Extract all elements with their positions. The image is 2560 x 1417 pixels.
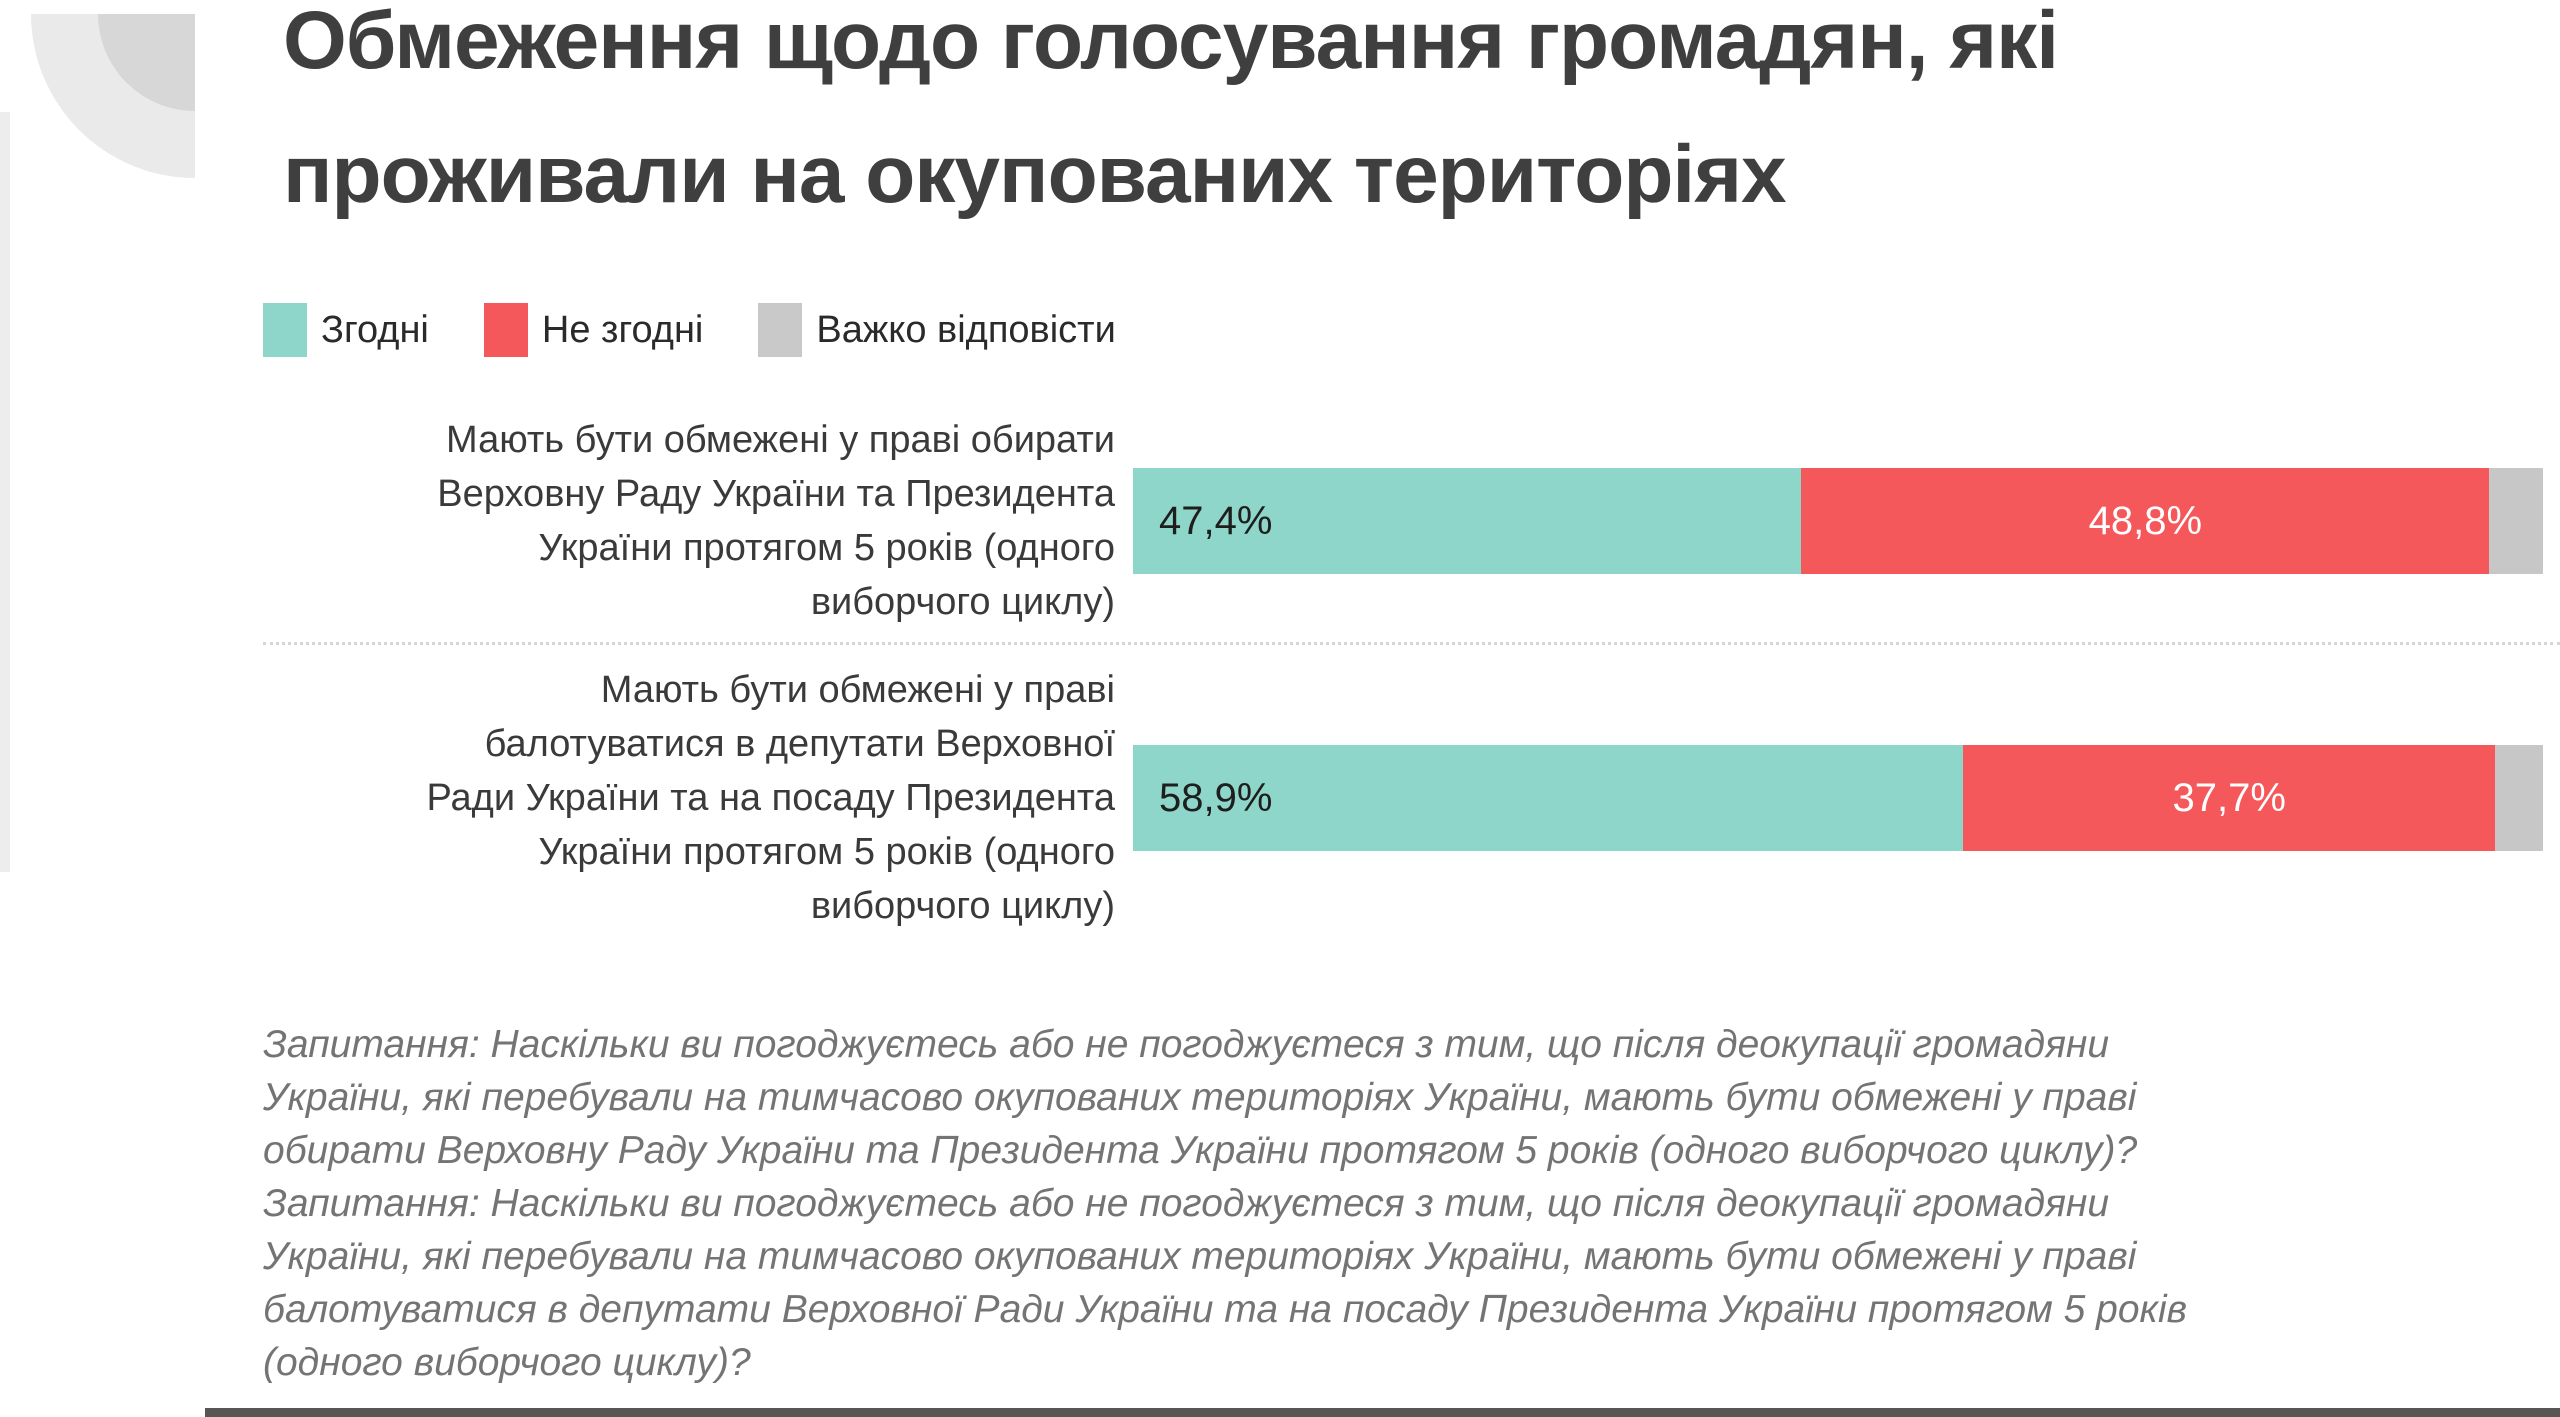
- chart-row: Мають бути обмежені у праві обирати Верх…: [263, 413, 2543, 629]
- bar-segment-hard-to-answer: [2495, 745, 2543, 851]
- chart-legend: Згодні Не згодні Важко відповісти: [263, 303, 1116, 357]
- legend-item-agree: Згодні: [263, 303, 429, 357]
- legend-item-hard-to-answer: Важко відповісти: [758, 303, 1116, 357]
- footnote-line: Запитання: Наскільки ви погоджуєтесь або…: [263, 1023, 2110, 1066]
- footnote-line: обирати Верховну Раду України та Президе…: [263, 1129, 2138, 1172]
- category-label: Мають бути обмежені у праві балотуватися…: [426, 669, 1115, 927]
- legend-swatch-agree: [263, 303, 307, 357]
- legend-label: Не згодні: [541, 309, 704, 351]
- footnote-line: Запитання: Наскільки ви погоджуєтесь або…: [263, 1182, 2110, 1225]
- footnote: Запитання: Наскільки ви погоджуєтесь або…: [263, 1018, 2187, 1389]
- row-separator: [263, 642, 2560, 645]
- chart-rows: Мають бути обмежені у праві обирати Верх…: [263, 413, 2560, 933]
- title-line-1: Обмеження щодо голосування громадян, які: [283, 0, 2059, 86]
- category-label: Мають бути обмежені у праві обирати Верх…: [437, 419, 1115, 623]
- stacked-bar: 58,9% 37,7%: [1133, 745, 2543, 851]
- legend-label: Важко відповісти: [816, 309, 1116, 351]
- page-title: Обмеження щодо голосування громадян, які…: [283, 0, 2059, 242]
- bar-value-label: 37,7%: [2172, 775, 2286, 820]
- stacked-bar: 47,4% 48,8%: [1133, 468, 2543, 574]
- bar-segment-agree: 58,9%: [1133, 745, 1964, 851]
- bar-value-label: 48,8%: [2088, 498, 2203, 543]
- title-line-2: проживали на окупованих територіях: [283, 129, 1787, 220]
- chart-row: Мають бути обмежені у праві балотуватися…: [263, 663, 2543, 933]
- legend-label: Згодні: [321, 309, 429, 351]
- bar-value-label: 58,9%: [1159, 775, 1273, 820]
- bar-segment-agree: 47,4%: [1133, 468, 1802, 574]
- chart: Мають бути обмежені у праві обирати Верх…: [263, 413, 2560, 933]
- footnote-line: (одного виборчого циклу)?: [263, 1341, 751, 1384]
- legend-swatch-disagree: [483, 303, 528, 357]
- bar-segment-disagree: 37,7%: [1963, 745, 2496, 851]
- legend-item-disagree: Не згодні: [483, 303, 704, 357]
- left-edge-strip: [0, 112, 10, 872]
- bar-segment-hard-to-answer: [2489, 468, 2543, 574]
- footnote-line: України, які перебували на тимчасово оку…: [263, 1076, 2137, 1119]
- bar-segment-disagree: 48,8%: [1801, 468, 2490, 574]
- bottom-edge-bar: [205, 1408, 2560, 1417]
- bar-value-label: 47,4%: [1159, 498, 1273, 543]
- footnote-line: балотуватися в депутати Верховної Ради У…: [263, 1288, 2187, 1331]
- footnote-line: України, які перебували на тимчасово оку…: [263, 1235, 2137, 1278]
- legend-swatch-hard-to-answer: [758, 303, 803, 357]
